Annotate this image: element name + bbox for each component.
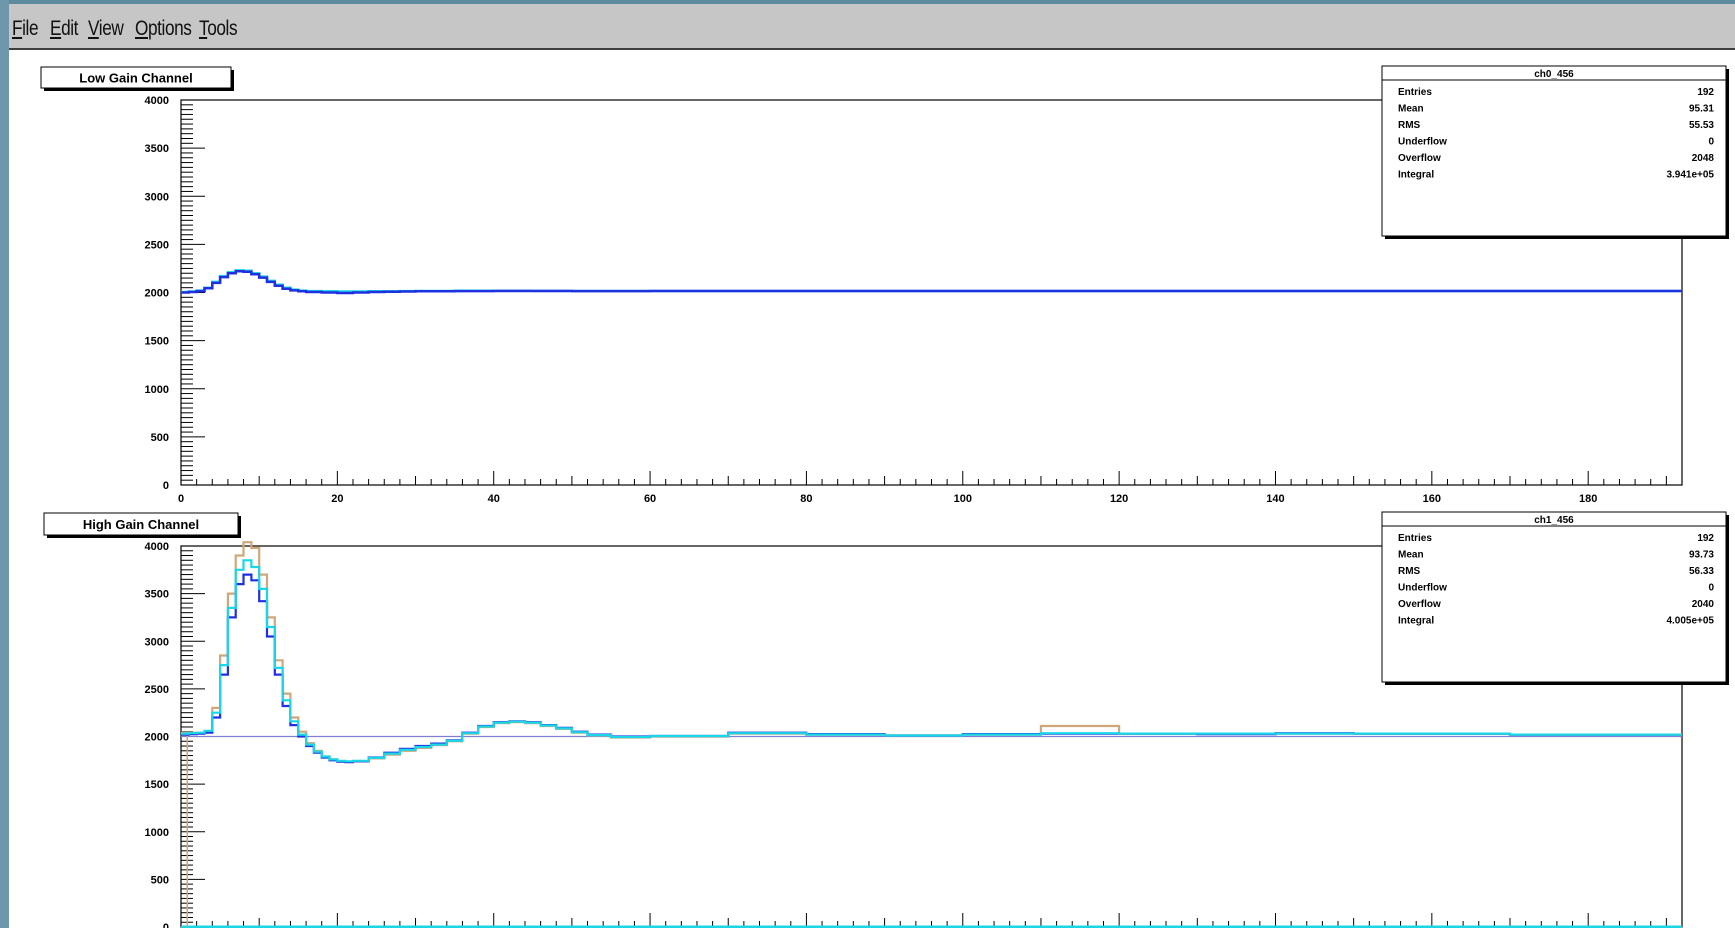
stats-label: Integral — [1398, 616, 1434, 627]
y-tick-label: 1500 — [145, 779, 169, 791]
stats-label: RMS — [1398, 566, 1421, 577]
window-frame — [0, 0, 9, 928]
stats-label: Overflow — [1398, 599, 1441, 610]
menu-tools-rest: ools — [207, 17, 238, 40]
stats-value: 192 — [1697, 533, 1714, 544]
stats-label: RMS — [1398, 120, 1421, 131]
x-tick-label: 0 — [178, 493, 184, 505]
y-tick-label: 500 — [151, 432, 169, 444]
menu-options-rest: ptions — [147, 17, 192, 40]
x-tick-label: 180 — [1579, 493, 1597, 505]
stats-value: 2048 — [1692, 153, 1715, 164]
y-tick-label: 3000 — [145, 191, 169, 203]
series-line-0 — [181, 269, 1682, 294]
stats-value: 3.941e+05 — [1666, 170, 1714, 181]
x-tick-label: 80 — [800, 493, 812, 505]
menu-edit[interactable]: Edit — [50, 17, 78, 41]
menu-view[interactable]: View — [88, 17, 124, 41]
y-tick-label: 4000 — [145, 95, 169, 107]
stats-value: 56.33 — [1689, 566, 1714, 577]
stats-name: ch1_456 — [1534, 515, 1574, 526]
x-tick-label: 100 — [954, 493, 972, 505]
stats-label: Underflow — [1398, 583, 1447, 594]
y-tick-label: 0 — [163, 922, 169, 928]
stats-box — [1381, 65, 1727, 237]
y-tick-label: 1000 — [145, 384, 169, 396]
menu-view-rest: iew — [98, 17, 124, 40]
stats-label: Mean — [1398, 104, 1424, 115]
x-tick-label: 40 — [488, 493, 500, 505]
series-line-2 — [181, 559, 1682, 763]
stats-value: 0 — [1708, 137, 1714, 148]
stats-box — [1381, 511, 1727, 683]
y-tick-label: 3500 — [145, 589, 169, 601]
title-box — [43, 512, 239, 536]
menu-edit-accel: E — [50, 17, 62, 40]
menu-tools[interactable]: Tools — [199, 17, 238, 41]
stats-value: 95.31 — [1689, 104, 1714, 115]
y-tick-label: 2500 — [145, 239, 169, 251]
series-line-1 — [181, 270, 1682, 295]
stats-value: 2040 — [1692, 599, 1715, 610]
menu-file-rest: ile — [22, 17, 39, 40]
stats-label: Mean — [1398, 550, 1424, 561]
y-tick-label: 3500 — [145, 143, 169, 155]
stats-label: Underflow — [1398, 137, 1447, 148]
x-tick-label: 60 — [644, 493, 656, 505]
chart-title: Low Gain Channel — [79, 71, 192, 86]
y-tick-label: 4000 — [145, 541, 169, 553]
menu-file-accel: F — [12, 17, 23, 40]
y-tick-label: 2000 — [145, 288, 169, 300]
plot-canvas[interactable]: 0 500 1000 1500 2000 2500 3000 3500 4000 0 20 40 60 8… — [9, 50, 1735, 928]
menu-bar: File Edit View Options Tools — [9, 4, 1735, 50]
y-tick-label: 1500 — [145, 336, 169, 348]
x-tick-label: 160 — [1423, 493, 1441, 505]
stats-label: Entries — [1398, 533, 1432, 544]
stats-name: ch0_456 — [1534, 69, 1574, 80]
x-tick-label: 140 — [1266, 493, 1284, 505]
menu-tools-accel: T — [199, 17, 208, 40]
stats-value: 4.005e+05 — [1666, 616, 1714, 627]
x-tick-label: 120 — [1110, 493, 1128, 505]
stats-label: Integral — [1398, 170, 1434, 181]
menu-options-accel: O — [135, 17, 148, 40]
stats-label: Entries — [1398, 87, 1432, 98]
y-tick-label: 2500 — [145, 684, 169, 696]
stats-label: Overflow — [1398, 153, 1441, 164]
y-tick-label: 1000 — [145, 827, 169, 839]
stats-value: 192 — [1697, 87, 1714, 98]
stats-value: 93.73 — [1689, 550, 1714, 561]
stats-value: 0 — [1708, 583, 1714, 594]
menu-file[interactable]: File — [12, 17, 39, 41]
stats-value: 55.53 — [1689, 120, 1714, 131]
chart-title: High Gain Channel — [83, 517, 199, 532]
menu-options[interactable]: Options — [135, 17, 192, 41]
y-tick-label: 3000 — [145, 636, 169, 648]
y-tick-label: 500 — [151, 874, 169, 886]
y-tick-label: 0 — [163, 480, 169, 492]
chart-1: 0500100015002000250030003500400002040608… — [43, 511, 1729, 928]
menu-edit-rest: dit — [61, 17, 79, 40]
y-tick-label: 2000 — [145, 732, 169, 744]
menu-view-accel: V — [88, 17, 99, 40]
title-box — [40, 66, 232, 89]
x-tick-label: 20 — [331, 493, 343, 505]
